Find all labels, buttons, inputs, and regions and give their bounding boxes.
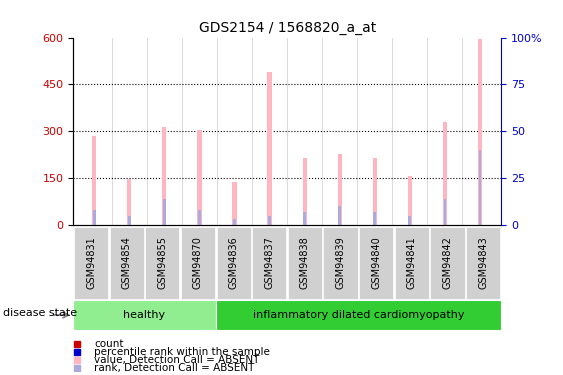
Text: GSM94839: GSM94839 — [336, 236, 346, 289]
Bar — [288, 226, 322, 298]
Text: GSM94837: GSM94837 — [264, 236, 274, 289]
Bar — [373, 158, 377, 225]
Bar — [73, 300, 216, 330]
Bar — [110, 226, 144, 298]
Title: GDS2154 / 1568820_a_at: GDS2154 / 1568820_a_at — [199, 21, 376, 35]
Text: GSM94854: GSM94854 — [122, 236, 132, 289]
Bar — [198, 210, 201, 225]
Text: count: count — [94, 339, 123, 349]
Bar — [478, 39, 482, 225]
Bar — [302, 158, 307, 225]
Bar — [268, 216, 271, 225]
Bar — [198, 130, 202, 225]
Bar — [162, 127, 167, 225]
Bar — [303, 212, 306, 225]
Text: disease state: disease state — [3, 308, 77, 318]
Bar — [408, 176, 412, 225]
Bar — [145, 226, 180, 298]
Text: GSM94842: GSM94842 — [443, 236, 453, 289]
Bar — [252, 226, 287, 298]
Bar — [431, 226, 464, 298]
Text: inflammatory dilated cardiomyopathy: inflammatory dilated cardiomyopathy — [253, 310, 464, 320]
Text: rank, Detection Call = ABSENT: rank, Detection Call = ABSENT — [94, 363, 254, 373]
Text: GSM94841: GSM94841 — [407, 236, 417, 289]
Bar — [479, 150, 481, 225]
Bar — [359, 226, 394, 298]
Bar — [395, 226, 429, 298]
Bar — [409, 216, 412, 225]
Bar — [92, 136, 96, 225]
Bar — [93, 210, 96, 225]
Bar — [163, 199, 166, 225]
Bar — [338, 206, 341, 225]
Text: GSM94836: GSM94836 — [229, 236, 239, 289]
Text: GSM94838: GSM94838 — [300, 236, 310, 289]
Bar — [443, 122, 447, 225]
Bar — [466, 226, 501, 298]
Bar — [233, 219, 236, 225]
Text: percentile rank within the sample: percentile rank within the sample — [94, 346, 270, 357]
Text: healthy: healthy — [123, 310, 166, 320]
Text: GSM94840: GSM94840 — [371, 236, 381, 289]
Bar — [217, 226, 251, 298]
Text: GSM94843: GSM94843 — [478, 236, 488, 289]
Bar — [267, 72, 272, 225]
Bar — [128, 216, 131, 225]
Bar — [324, 226, 358, 298]
Bar — [233, 182, 236, 225]
Bar — [338, 154, 342, 225]
Text: GSM94855: GSM94855 — [157, 236, 167, 289]
Bar — [74, 226, 108, 298]
Bar — [216, 300, 501, 330]
Bar — [444, 199, 446, 225]
Text: GSM94831: GSM94831 — [86, 236, 96, 289]
Bar — [373, 212, 376, 225]
Bar — [127, 179, 131, 225]
Text: value, Detection Call = ABSENT: value, Detection Call = ABSENT — [94, 355, 259, 365]
Text: GSM94870: GSM94870 — [193, 236, 203, 289]
Bar — [181, 226, 215, 298]
